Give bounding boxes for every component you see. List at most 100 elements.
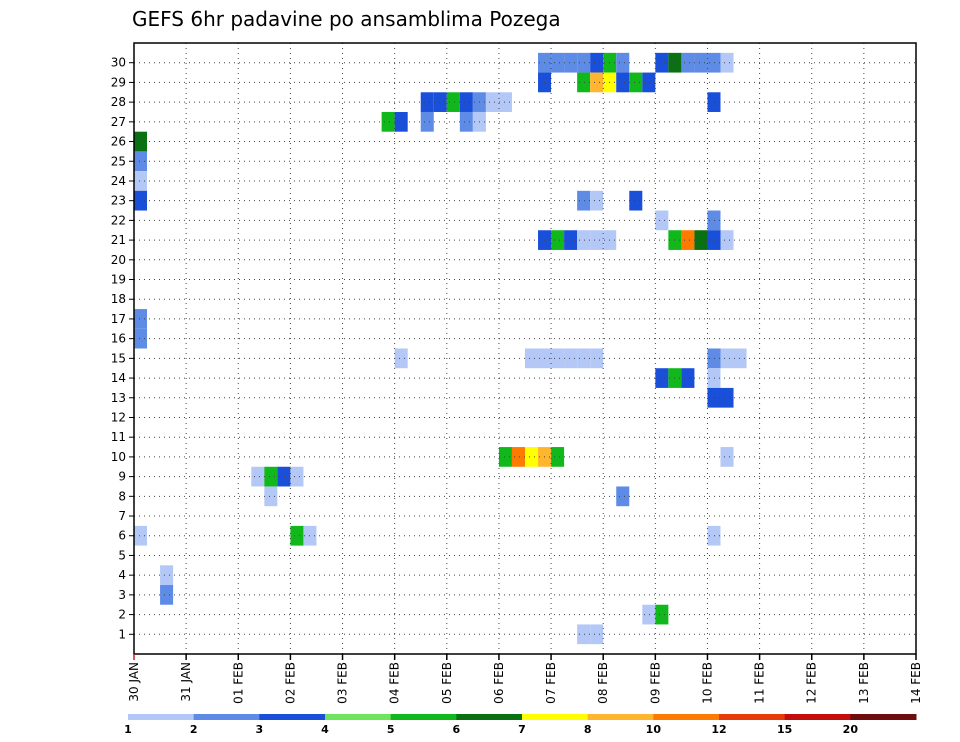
y-tick-label: 28: [111, 95, 126, 109]
y-tick-label: 18: [111, 292, 126, 306]
y-tick-label: 23: [111, 194, 126, 208]
y-tick-label: 15: [111, 351, 126, 365]
heatmap-cell: [551, 52, 565, 73]
colorbar-label: 1: [124, 723, 132, 736]
heatmap-cell: [707, 92, 721, 112]
colorbar-segment: [784, 714, 851, 720]
heatmap-cell: [564, 348, 578, 369]
heatmap-cell: [446, 92, 460, 112]
x-axis: 30 JAN 31 JAN 01 FEB 02 FEB 03 FEB 04 FEB 05 F…: [127, 654, 923, 704]
y-tick-label: 11: [111, 430, 126, 444]
heatmap-cell: [251, 466, 265, 487]
heatmap-cell: [160, 565, 174, 586]
heatmap-cell: [134, 171, 148, 191]
y-tick-label: 24: [111, 174, 126, 188]
heatmap-cell: [707, 348, 721, 369]
x-tick-label: 31 JAN: [179, 662, 193, 702]
x-tick-label: 05 FEB: [440, 662, 454, 704]
heatmap-cell: [707, 230, 721, 250]
y-tick-label: 5: [118, 548, 126, 562]
y-tick-label: 30: [111, 56, 126, 70]
colorbar-segment: [522, 714, 589, 720]
colorbar-segment: [719, 714, 786, 720]
colorbar-segment: [325, 714, 392, 720]
x-tick-label: 02 FEB: [283, 662, 297, 704]
y-tick-label: 7: [118, 509, 126, 523]
heatmap-cell: [655, 52, 669, 73]
heatmap-cell: [394, 348, 408, 369]
y-tick-label: 26: [111, 135, 126, 149]
heatmap-cell: [525, 348, 539, 369]
heatmap-cell: [720, 348, 734, 369]
heatmap-cell: [381, 111, 395, 132]
heatmap-cell: [590, 52, 604, 73]
y-tick-label: 8: [118, 489, 126, 503]
x-tick-label: 08 FEB: [596, 662, 610, 704]
y-axis: 1234567891011121314151617181920212223242…: [111, 56, 134, 641]
colorbar-label: 7: [518, 723, 526, 736]
plot-frame: [133, 42, 917, 655]
heatmap-cell: [590, 624, 604, 645]
heatmap-cell: [590, 230, 604, 250]
colorbar-segment: [456, 714, 523, 720]
heatmap-cell: [681, 52, 695, 73]
y-tick-label: 13: [111, 391, 126, 405]
heatmap-cell: [134, 190, 148, 211]
heatmap-cell: [551, 348, 565, 369]
heatmap-cell: [290, 525, 304, 546]
y-tick-label: 12: [111, 410, 126, 424]
heatmap-cell: [577, 190, 591, 211]
heatmap-cell: [694, 230, 708, 250]
colorbar-label: 6: [453, 723, 461, 736]
gridlines: [134, 43, 916, 654]
heatmap-cell: [720, 230, 734, 250]
heatmap-cell: [264, 466, 278, 487]
y-tick-label: 2: [118, 608, 126, 622]
heatmap-cell: [564, 230, 578, 250]
heatmap-cell: [394, 111, 408, 132]
heatmap-cell: [577, 230, 591, 250]
y-tick-label: 3: [118, 588, 126, 602]
x-tick-label: 07 FEB: [544, 662, 558, 704]
x-tick-label: 06 FEB: [492, 662, 506, 704]
heatmap-cell: [498, 447, 512, 467]
x-tick-label: 12 FEB: [805, 662, 819, 704]
heatmap-cell: [577, 348, 591, 369]
y-tick-label: 29: [111, 75, 126, 89]
heatmap-cell: [616, 486, 630, 507]
colorbar-label: 3: [256, 723, 264, 736]
heatmap-cell: [655, 604, 669, 625]
y-tick-label: 22: [111, 213, 126, 227]
heatmap-cell: [134, 131, 148, 152]
heatmap-cell: [551, 230, 565, 250]
heatmap-cell: [707, 52, 721, 73]
y-tick-label: 9: [118, 470, 126, 484]
colorbar-segment: [193, 714, 260, 720]
heatmap-cells: [134, 52, 747, 645]
heatmap-cell: [707, 368, 721, 388]
x-tick-label: 04 FEB: [388, 662, 402, 704]
heatmap-cell: [733, 348, 747, 369]
heatmap-cell: [707, 525, 721, 546]
heatmap-cell: [160, 585, 174, 605]
y-tick-label: 1: [118, 627, 126, 641]
x-tick-label: 13 FEB: [857, 662, 871, 704]
heatmap-cell: [720, 387, 734, 408]
colorbar-segment: [850, 714, 917, 720]
y-tick-label: 20: [111, 253, 126, 267]
colorbar-segment: [653, 714, 720, 720]
heatmap-cell: [277, 466, 291, 487]
heatmap-cell: [485, 92, 499, 112]
heatmap-cell: [590, 190, 604, 211]
heatmap-cell: [655, 210, 669, 231]
colorbar-segment: [587, 714, 654, 720]
heatmap-cell: [681, 230, 695, 250]
colorbar-segment: [259, 714, 326, 720]
x-tick-label: 10 FEB: [700, 662, 714, 704]
y-tick-label: 27: [111, 115, 126, 129]
colorbar-segment: [390, 714, 457, 720]
heatmap-cell: [577, 624, 591, 645]
y-tick-label: 25: [111, 154, 126, 168]
heatmap-cell: [134, 525, 148, 546]
